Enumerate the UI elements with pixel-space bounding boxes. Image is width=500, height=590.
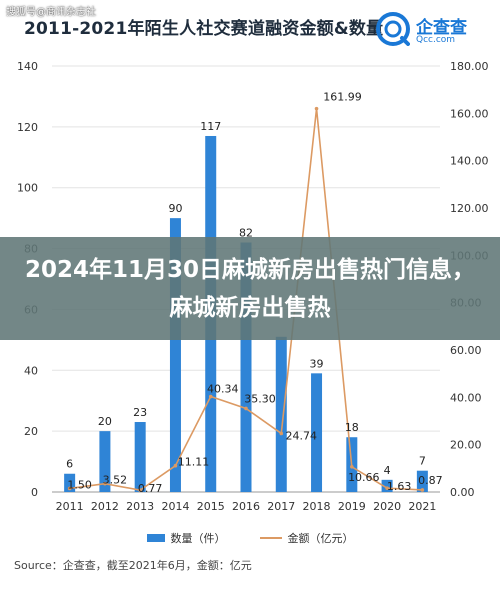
legend-item-count: 数量（件）	[146, 530, 226, 546]
x-tick-label: 2018	[303, 500, 331, 513]
x-tick-label: 2015	[197, 500, 225, 513]
bar	[169, 218, 181, 492]
bar	[275, 336, 287, 492]
x-tick-label: 2011	[56, 500, 84, 513]
line-point	[350, 464, 354, 469]
bar	[240, 242, 252, 492]
line-point	[138, 488, 142, 492]
logo-name: 企查查	[416, 18, 467, 38]
x-tick-label: 2014	[161, 500, 189, 513]
right-tick-label: 160.00	[450, 107, 489, 120]
right-tick-label: 0.00	[450, 486, 475, 499]
watermark-text: 搜狐号@商讯杂志社	[6, 7, 96, 18]
line-point	[173, 463, 178, 468]
x-tick-label: 2017	[267, 500, 295, 513]
right-tick-label: 40.00	[450, 391, 482, 404]
line-point	[279, 431, 284, 436]
line-point	[244, 406, 248, 411]
line-data-labels: 1.50 3.52 0.77 11.11 40.34 35.30 24.74 161.99 10…	[67, 91, 442, 496]
line-data-label: 10.66	[348, 471, 380, 484]
right-tick-label: 140.00	[450, 155, 489, 168]
bar-data-label: 23	[133, 406, 147, 419]
bar-data-label: 39	[310, 357, 324, 370]
line-data-label: 24.74	[286, 429, 318, 442]
legend: 数量（件） 金额（亿元）	[0, 528, 500, 548]
qichacha-logo: 企查查 Qcc.com	[376, 10, 486, 50]
line-data-label: 3.52	[103, 474, 128, 487]
chart-title: 2011-2021年陌生人社交赛道融资金额&数量	[24, 19, 384, 39]
bar	[134, 422, 146, 492]
logo-domain: Qcc.com	[416, 35, 456, 45]
line-data-label: 40.34	[207, 383, 239, 396]
bar-data-label: 6	[66, 458, 73, 471]
right-tick-label: 20.00	[450, 439, 482, 452]
line-point	[314, 106, 319, 111]
left-tick-label: 100	[17, 182, 38, 195]
legend-label-count: 数量（件）	[170, 532, 226, 545]
bar	[416, 470, 428, 492]
bar-data-label: 4	[384, 464, 391, 477]
legend-label-amount: 金额（亿元）	[287, 532, 354, 545]
bar-data-label: 82	[239, 226, 253, 239]
bar	[381, 479, 393, 492]
line-data-label: 0.87	[418, 474, 443, 487]
left-tick-label: 20	[24, 425, 38, 438]
bar	[99, 431, 111, 492]
x-axis-labels: 2011 2012 2013 2014 2015 2016 2017 2018 2019 2020…	[56, 500, 437, 513]
bar-data-labels: 6 20 23 90 117 82 39 18 4 7	[66, 120, 426, 477]
legend-line-swatch	[259, 537, 282, 539]
left-tick-label: 140	[17, 60, 38, 73]
bar-data-label: 7	[419, 455, 426, 468]
qichacha-logo-icon	[376, 12, 410, 46]
line-data-label: 11.11	[178, 456, 210, 469]
x-tick-label: 2021	[408, 500, 436, 513]
left-tick-label: 0	[31, 486, 38, 499]
bar-data-label: 117	[200, 120, 221, 133]
line-data-label: 161.99	[323, 91, 362, 104]
x-tick-label: 2013	[126, 500, 154, 513]
legend-bar-swatch	[146, 534, 165, 542]
right-tick-label: 180.00	[450, 60, 489, 73]
right-tick-label: 120.00	[450, 202, 489, 215]
headline-banner: 2024年11月30日麻城新房出售热门信息，麻城新房出售热	[0, 237, 500, 340]
bar-data-label: 20	[98, 415, 112, 428]
line-point	[208, 394, 213, 399]
line-point	[385, 486, 389, 490]
line-data-label: 0.77	[138, 482, 163, 495]
legend-item-amount: 金额（亿元）	[259, 530, 354, 546]
line-data-label: 35.30	[244, 392, 276, 405]
right-tick-label: 60.00	[450, 344, 482, 357]
x-tick-label: 2012	[91, 500, 119, 513]
line-point	[67, 486, 72, 491]
line-data-label: 1.50	[67, 478, 92, 491]
left-tick-label: 40	[24, 364, 38, 377]
line-data-label: 1.63	[387, 480, 412, 493]
x-tick-label: 2020	[373, 500, 401, 513]
bar	[64, 473, 76, 492]
x-tick-label: 2019	[338, 500, 366, 513]
bar	[311, 373, 323, 492]
line-point	[103, 481, 107, 486]
headline-text: 2024年11月30日麻城新房出售热门信息，麻城新房出售热	[24, 256, 476, 321]
line-point	[420, 488, 425, 492]
bar-data-label: 90	[168, 202, 182, 215]
bar-data-label: 18	[345, 421, 359, 434]
line-series	[67, 106, 425, 492]
x-tick-label: 2016	[232, 500, 260, 513]
left-tick-label: 120	[17, 121, 38, 134]
source-note: Source：企查查，截至2021年6月，金额：亿元	[14, 559, 252, 572]
